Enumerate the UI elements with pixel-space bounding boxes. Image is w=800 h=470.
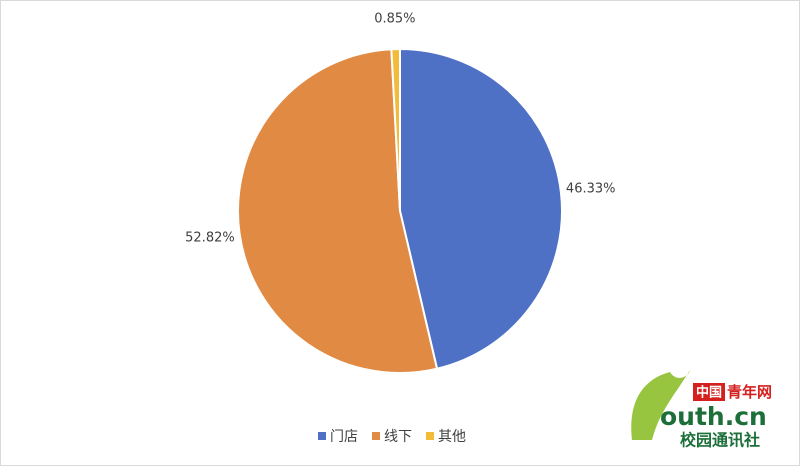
- legend-label: 线下: [384, 429, 412, 445]
- watermark-leaf: [631, 370, 690, 440]
- legend: 门店 线下 其他: [318, 429, 466, 445]
- watermark-badge: [693, 383, 725, 401]
- watermark-brand-rest: 青年网: [727, 383, 772, 401]
- watermark-unit: 校园通讯社: [680, 431, 760, 450]
- data-label: 52.82%: [185, 231, 235, 246]
- data-label: 46.33%: [566, 181, 616, 196]
- data-label: 0.85%: [374, 12, 415, 27]
- watermark-brand: 中国: [696, 385, 722, 401]
- legend-swatch: [372, 432, 380, 440]
- pie-slice: [399, 47, 563, 370]
- legend-swatch: [426, 432, 434, 440]
- legend-label: 其他: [438, 429, 466, 445]
- watermark: 中国 青年网 outh.cn 校园通讯社: [631, 370, 772, 450]
- legend-label: 门店: [330, 429, 358, 445]
- pie: 46.33% 52.82% 0.85%: [185, 12, 616, 374]
- pie-slice: [237, 48, 439, 374]
- legend-swatch: [318, 432, 326, 440]
- watermark-domain: outh.cn: [660, 402, 767, 431]
- pie-slice: [390, 47, 401, 212]
